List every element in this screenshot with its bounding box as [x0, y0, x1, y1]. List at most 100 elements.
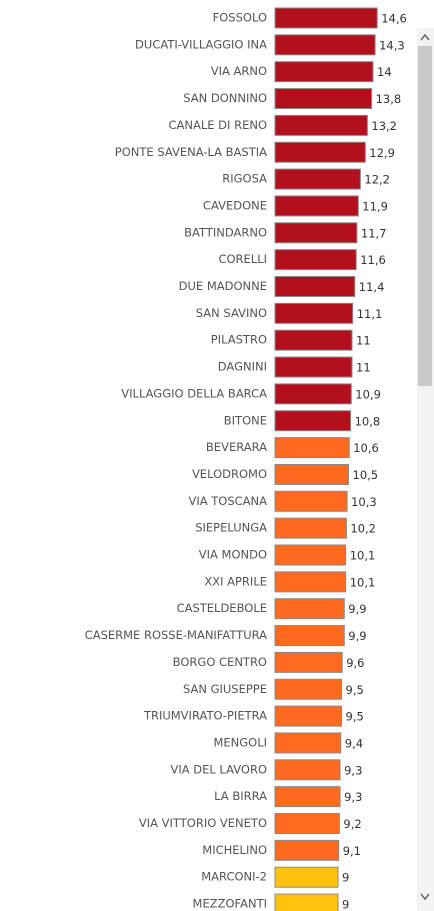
category-label: CASERME ROSSE-MANIFATTURA	[85, 628, 267, 642]
bar	[274, 813, 340, 834]
bar	[274, 329, 353, 351]
bar	[274, 61, 374, 83]
value-label: 10,8	[355, 414, 381, 428]
value-label: 12,2	[364, 173, 390, 187]
category-label: CASTELDEBOLE	[177, 601, 267, 615]
value-label: 12,9	[369, 146, 395, 160]
bar	[274, 410, 352, 432]
value-label: 10,1	[350, 575, 376, 589]
category-label: VIA TOSCANA	[188, 494, 267, 508]
value-label: 9,3	[344, 763, 362, 777]
value-label: 9,9	[348, 602, 366, 616]
value-label: 11	[356, 361, 371, 375]
value-label: 11,9	[362, 199, 388, 213]
category-label: CANALE DI RENO	[168, 118, 267, 132]
bar	[274, 839, 340, 861]
value-label: 9,5	[346, 710, 364, 724]
bar	[274, 786, 341, 808]
value-label: 10,3	[351, 495, 377, 509]
value-label: 11	[356, 334, 371, 348]
bar	[274, 383, 352, 405]
bar	[274, 195, 359, 217]
bar	[274, 598, 345, 620]
bar	[274, 249, 357, 271]
value-label: 10,5	[353, 468, 379, 482]
bar	[274, 678, 342, 700]
value-label: 10,6	[353, 441, 379, 455]
category-label: BEVERARA	[206, 440, 267, 454]
bar	[274, 302, 354, 324]
bar	[274, 141, 366, 163]
bar	[274, 463, 349, 485]
category-label: MARCONI-2	[201, 870, 267, 884]
bar	[274, 168, 361, 190]
value-label: 9,9	[348, 629, 366, 643]
bar	[274, 222, 358, 244]
bar	[274, 356, 353, 378]
value-label: 9,1	[343, 844, 361, 858]
bar	[274, 517, 347, 539]
bar	[274, 34, 376, 56]
category-label: DUCATI-VILLAGGIO INA	[135, 37, 267, 51]
category-label: SAN SAVINO	[196, 306, 267, 320]
category-label: SAN DONNINO	[183, 91, 267, 105]
value-label: 9	[342, 898, 349, 911]
category-label: FOSSOLO	[213, 11, 267, 25]
value-label: 10,2	[350, 522, 376, 536]
category-label: TRIUMVIRATO-PIETRA	[143, 709, 267, 723]
category-label: SAN GIUSEPPE	[183, 682, 267, 696]
bar	[274, 625, 345, 647]
bar	[274, 651, 343, 673]
bar	[274, 88, 373, 110]
category-label: BATTINDARNO	[184, 225, 267, 239]
category-label: MENGOLI	[213, 735, 267, 749]
bar	[274, 437, 350, 459]
category-label: PILASTRO	[211, 333, 267, 347]
scrollbar[interactable]	[417, 28, 434, 911]
category-label: VIA VITTORIO VENETO	[139, 816, 267, 830]
value-label: 9,6	[346, 656, 364, 670]
value-label: 14,3	[379, 38, 405, 52]
value-label: 11,6	[360, 253, 386, 267]
bar	[274, 732, 342, 754]
category-label: MICHELINO	[202, 843, 267, 857]
bar	[274, 705, 342, 727]
value-label: 9	[342, 871, 349, 885]
scroll-down[interactable]	[420, 893, 430, 901]
scroll-thumb[interactable]	[418, 46, 432, 386]
value-label: 9,5	[346, 683, 364, 697]
value-label: 14	[377, 65, 392, 79]
scroll-up[interactable]	[420, 33, 430, 41]
category-label: VIA ARNO	[211, 64, 267, 78]
category-label: SIEPELUNGA	[195, 521, 267, 535]
bar	[274, 866, 339, 888]
bar	[274, 759, 341, 781]
value-label: 9,4	[345, 736, 363, 750]
bar	[274, 490, 348, 512]
bar	[274, 571, 347, 593]
category-label: DUE MADONNE	[179, 279, 267, 293]
bar	[274, 544, 347, 566]
bar	[274, 893, 339, 911]
bar	[274, 114, 368, 136]
category-label: VIA DEL LAVORO	[170, 762, 267, 776]
category-label: MEZZOFANTI	[193, 897, 267, 911]
category-label: BORGO CENTRO	[173, 655, 267, 669]
value-label: 11,1	[357, 307, 383, 321]
category-label: DAGNINI	[218, 360, 267, 374]
category-label: CAVEDONE	[203, 198, 267, 212]
value-label: 11,4	[359, 280, 385, 294]
value-label: 14,6	[381, 12, 407, 26]
value-label: 10,1	[350, 549, 376, 563]
value-label: 10,9	[355, 387, 381, 401]
category-label: RIGOSA	[222, 172, 267, 186]
value-label: 13,8	[376, 92, 402, 106]
category-label: VILLAGGIO DELLA BARCA	[121, 386, 267, 400]
category-label: XXI APRILE	[204, 574, 267, 588]
category-label: CORELLI	[218, 252, 267, 266]
value-label: 9,3	[344, 790, 362, 804]
category-label: LA BIRRA	[214, 789, 267, 803]
bar	[274, 276, 356, 297]
bar	[274, 7, 378, 29]
